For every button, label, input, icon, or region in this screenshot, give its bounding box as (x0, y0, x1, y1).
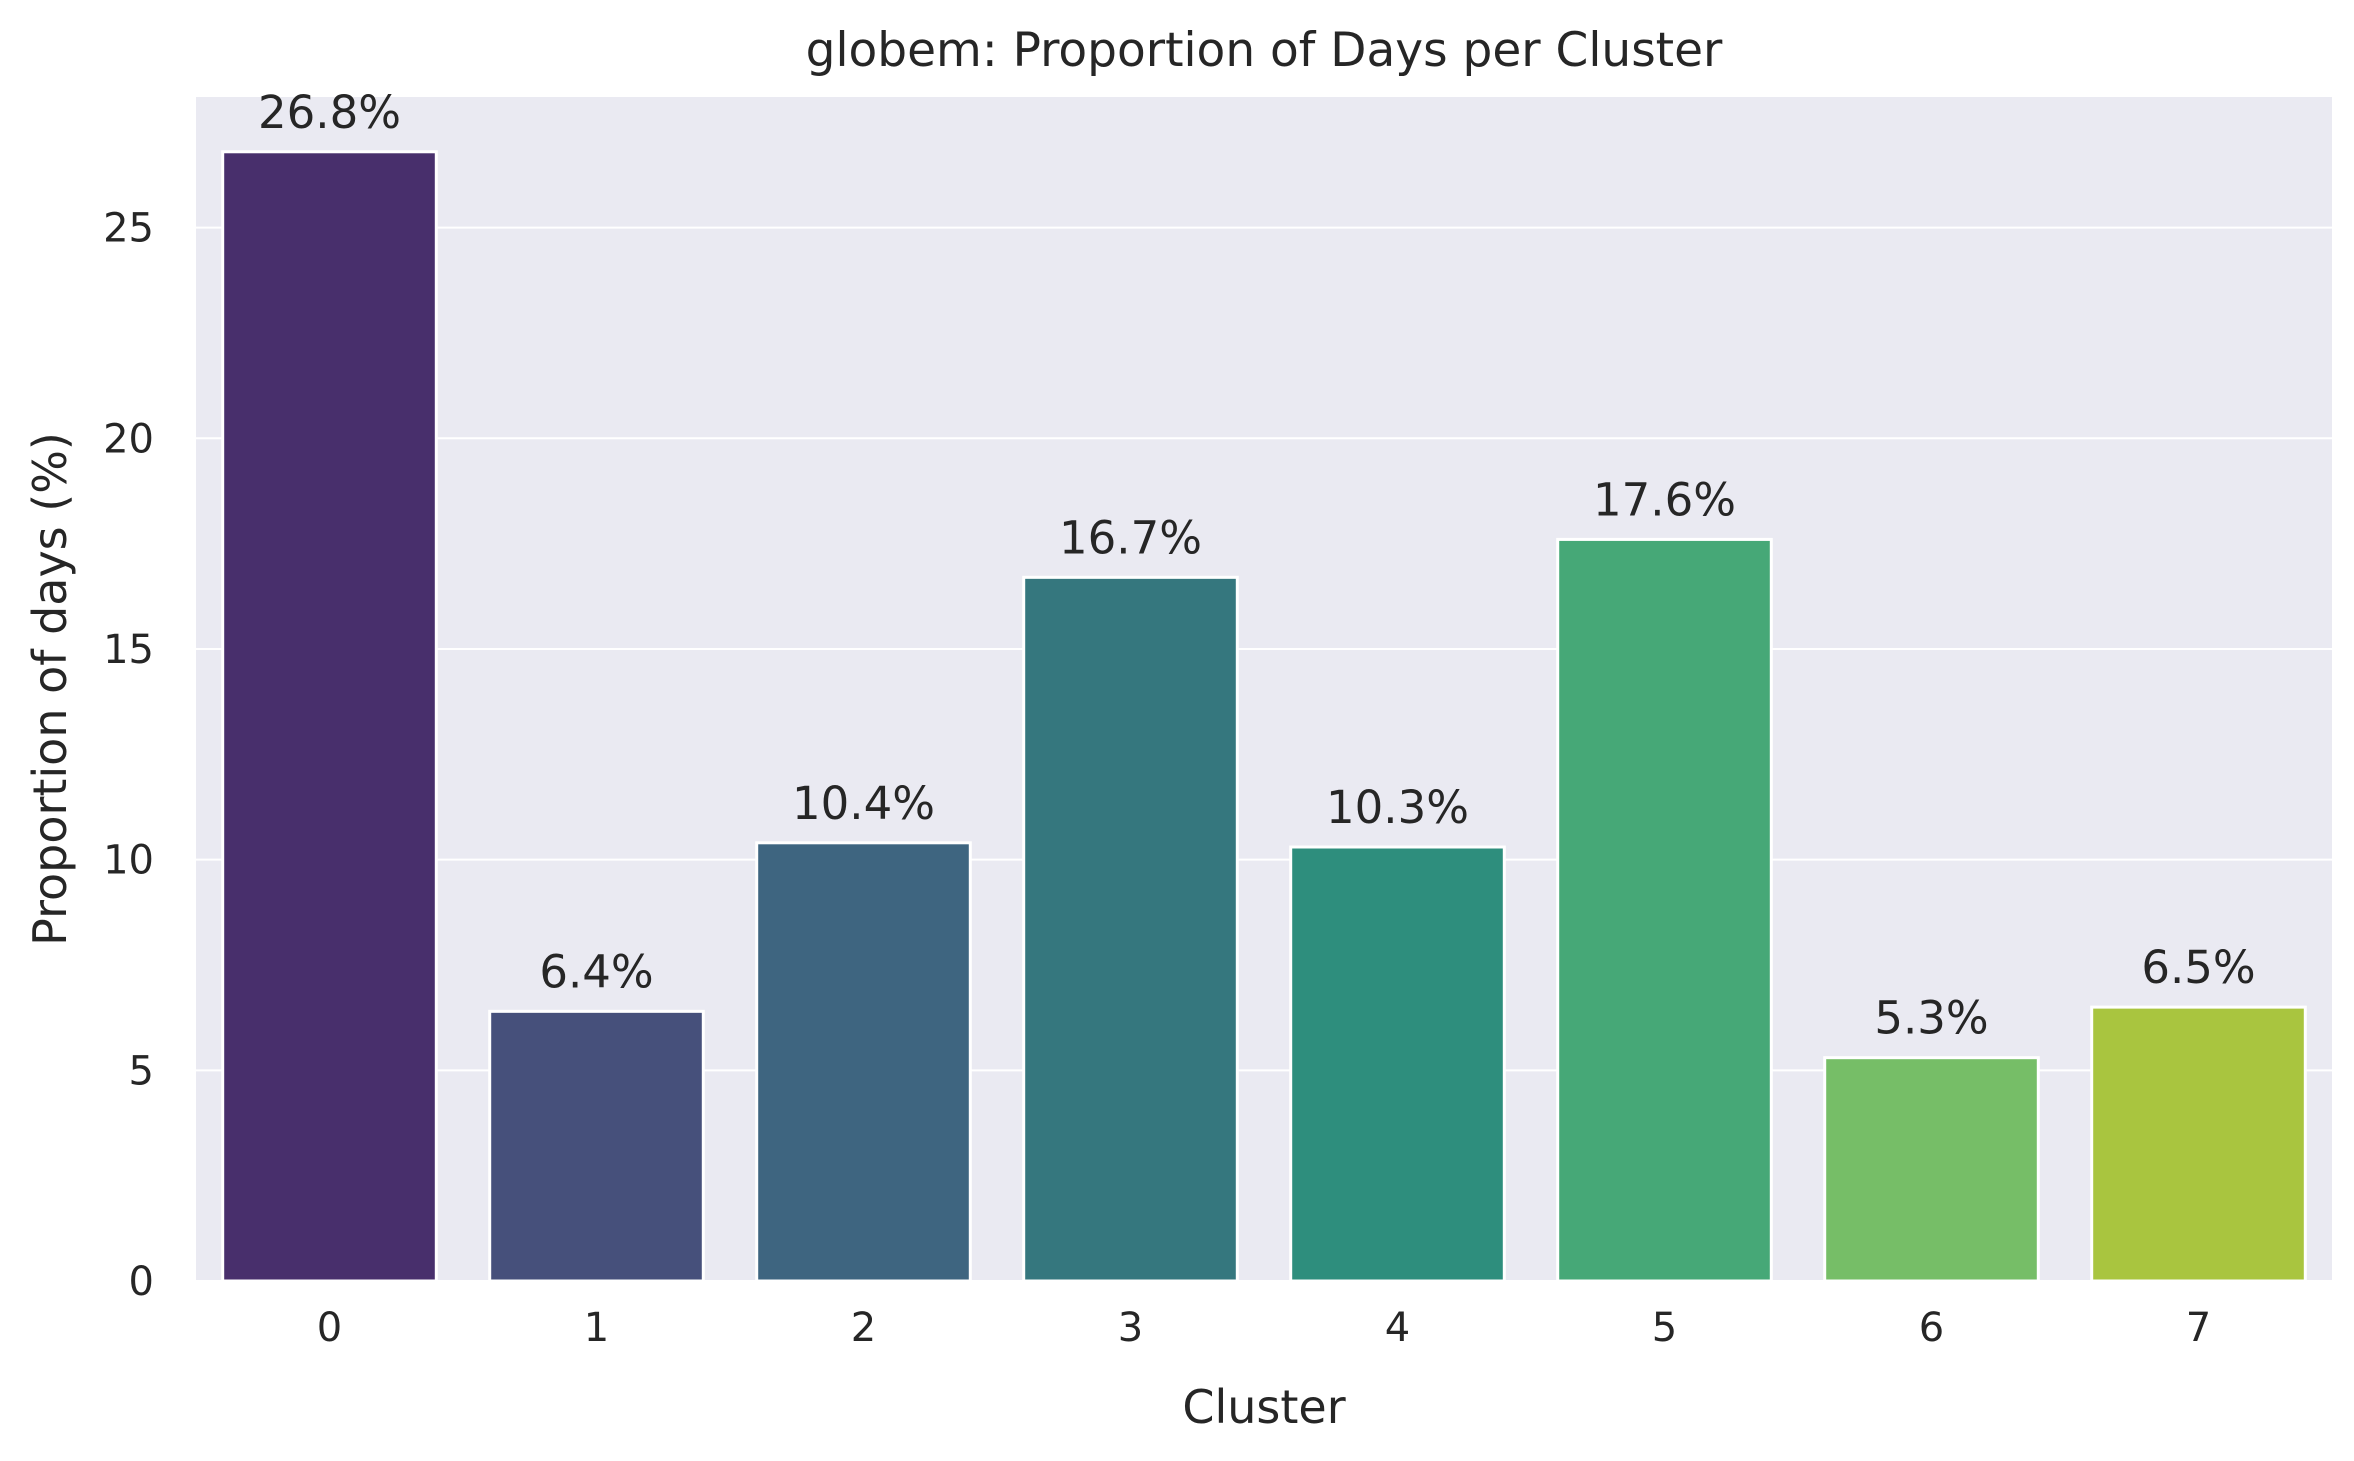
bar-value-label: 17.6% (1593, 473, 1736, 526)
bar-value-label: 10.4% (792, 777, 935, 830)
x-axis-label: Cluster (1182, 1380, 1345, 1434)
y-tick-label: 20 (103, 416, 154, 462)
bar-value-label: 6.4% (539, 945, 653, 998)
bar-cluster-3 (1022, 575, 1239, 1283)
x-axis-ticks: 0 1 2 3 4 5 6 7 (317, 1305, 2211, 1351)
bar-value-label: 16.7% (1059, 511, 1202, 564)
bar-value-label: 10.3% (1326, 781, 1469, 834)
bar-cluster-2 (755, 841, 972, 1283)
x-tick-label: 0 (317, 1305, 342, 1351)
x-tick-label: 7 (2186, 1305, 2211, 1351)
y-tick-label: 15 (103, 627, 154, 673)
x-tick-label: 6 (1919, 1305, 1944, 1351)
data-labels: 26.8% 6.4% 10.4% 16.7% 10.3% 17.6% 5.3% 6.5% (258, 86, 2256, 1045)
bar-cluster-5 (1556, 537, 1773, 1283)
y-tick-label: 25 (103, 206, 154, 252)
bar-cluster-4 (1289, 845, 1506, 1283)
x-tick-label: 4 (1385, 1305, 1410, 1351)
y-tick-label: 0 (129, 1259, 154, 1305)
x-tick-label: 1 (584, 1305, 609, 1351)
bar-cluster-1 (488, 1009, 705, 1283)
y-axis-ticks: 0 5 10 15 20 25 (103, 206, 154, 1305)
bar-value-label: 26.8% (258, 86, 401, 139)
x-tick-label: 3 (1118, 1305, 1143, 1351)
x-tick-label: 2 (851, 1305, 876, 1351)
bar-value-label: 6.5% (2141, 941, 2255, 994)
x-tick-label: 5 (1652, 1305, 1677, 1351)
bar-cluster-6 (1823, 1056, 2040, 1283)
y-axis-label: Proportion of days (%) (23, 432, 77, 946)
bar-cluster-0 (221, 150, 438, 1283)
chart-title: globem: Proportion of Days per Cluster (806, 23, 1723, 78)
bars (221, 150, 2307, 1283)
y-tick-label: 5 (129, 1048, 154, 1094)
y-tick-label: 10 (103, 838, 154, 884)
bar-cluster-7 (2090, 1005, 2307, 1283)
bar-value-label: 5.3% (1874, 992, 1988, 1045)
